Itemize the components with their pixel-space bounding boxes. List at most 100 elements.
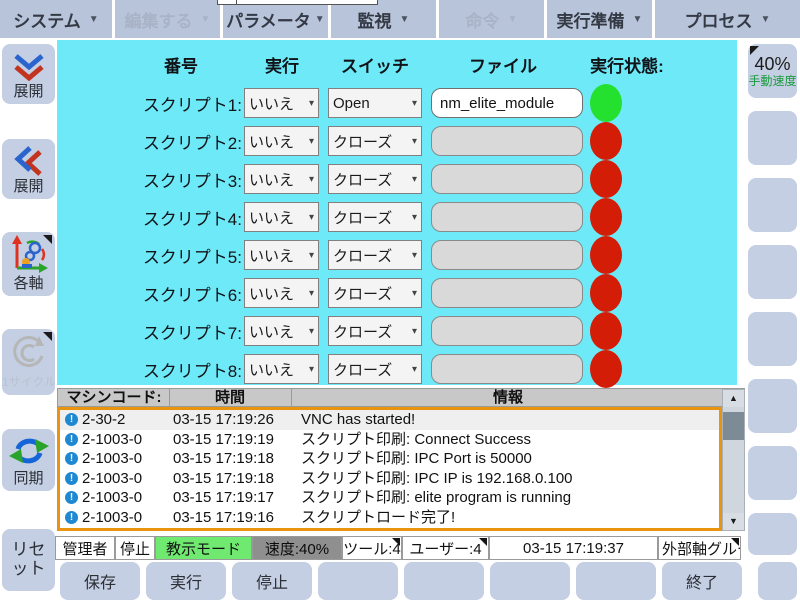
switch-select-8[interactable]: クローズ ▾ bbox=[328, 354, 422, 384]
menu-monitor[interactable]: 監視 ▼ bbox=[331, 0, 436, 38]
log-scrollbar[interactable]: ▲ ▼ bbox=[722, 389, 745, 531]
chevron-down-icon: ▾ bbox=[411, 325, 417, 337]
info-icon: ! bbox=[65, 452, 78, 465]
menu-system[interactable]: システム ▼ bbox=[0, 0, 112, 38]
file-field-8[interactable] bbox=[431, 354, 583, 384]
run-status-indicator-2 bbox=[590, 122, 622, 160]
file-field-1[interactable]: nm_elite_module bbox=[431, 88, 583, 118]
file-field-4[interactable] bbox=[431, 202, 583, 232]
log-row-partial[interactable]: スクリプト読込 bbox=[60, 527, 719, 528]
chevron-down-icon: ▾ bbox=[308, 325, 314, 337]
run-select-7[interactable]: いいえ ▾ bbox=[244, 316, 319, 346]
status-speed: 速度:40% bbox=[252, 536, 342, 560]
chevron-down-icon: ▼ bbox=[88, 13, 99, 25]
bottom-slot-button bbox=[404, 562, 484, 600]
column-header-number: 番号 bbox=[164, 57, 198, 76]
script-row-7: スクリプト7: いいえ ▾ クローズ ▾ bbox=[57, 312, 737, 350]
sidebar-reset-button[interactable]: リセ ット bbox=[2, 529, 55, 591]
log-row[interactable]: ! 2-30-2 03-15 17:19:26 VNC has started! bbox=[60, 410, 719, 430]
log-row[interactable]: ! 2-1003-0 03-15 17:19:18 スクリプト印刷: IPC I… bbox=[60, 469, 719, 489]
run-status-indicator-8 bbox=[590, 350, 622, 388]
stop-button[interactable]: 停止 bbox=[232, 562, 312, 600]
status-ext-axis-group[interactable]: 外部軸グループ bbox=[658, 536, 741, 560]
menu-run-prepare[interactable]: 実行準備 ▼ bbox=[547, 0, 652, 38]
file-field-3[interactable] bbox=[431, 164, 583, 194]
run-select-1[interactable]: いいえ ▾ bbox=[244, 88, 319, 118]
file-field-6[interactable] bbox=[431, 278, 583, 308]
run-select-2[interactable]: いいえ ▾ bbox=[244, 126, 319, 156]
status-user[interactable]: ユーザー:4 bbox=[402, 536, 489, 560]
status-tool[interactable]: ツール:4 bbox=[342, 536, 402, 560]
sidebar-sync-button[interactable]: 同期 bbox=[2, 429, 55, 491]
run-status-indicator-4 bbox=[590, 198, 622, 236]
file-field-7[interactable] bbox=[431, 316, 583, 346]
run-status-indicator-1 bbox=[590, 84, 622, 122]
script-row-2: スクリプト2: いいえ ▾ クローズ ▾ bbox=[57, 122, 737, 160]
chevron-down-icon: ▾ bbox=[411, 287, 417, 299]
log-row[interactable]: ! 2-1003-0 03-15 17:19:18 スクリプト印刷: IPC P… bbox=[60, 449, 719, 469]
run-select-5[interactable]: いいえ ▾ bbox=[244, 240, 319, 270]
menu-parameters[interactable]: パラメータ ▼ bbox=[223, 0, 328, 38]
run-select-8[interactable]: いいえ ▾ bbox=[244, 354, 319, 384]
script-label: スクリプト8: bbox=[142, 362, 242, 381]
exit-button[interactable]: 終了 bbox=[662, 562, 742, 600]
script-label: スクリプト3: bbox=[142, 172, 242, 191]
script-config-panel: 番号 実行 スイッチ ファイル 実行状態: スクリプト1: いいえ ▾ Open ▾… bbox=[57, 40, 737, 388]
column-header-switch: スイッチ bbox=[341, 57, 409, 76]
file-field-2[interactable] bbox=[431, 126, 583, 156]
sidebar-one-cycle-button: 1サイクル bbox=[2, 329, 55, 395]
menu-process[interactable]: プロセス ▼ bbox=[655, 0, 800, 38]
chevron-down-icon: ▾ bbox=[411, 173, 417, 185]
script-label: スクリプト4: bbox=[142, 210, 242, 229]
menu-command: 命令 ▼ bbox=[439, 0, 544, 38]
chevron-down-icon: ▾ bbox=[308, 363, 314, 375]
chevron-down-icon: ▾ bbox=[411, 211, 417, 223]
switch-select-2[interactable]: クローズ ▾ bbox=[328, 126, 422, 156]
corner-marker-icon bbox=[750, 46, 759, 55]
corner-marker-icon bbox=[43, 235, 52, 244]
log-list: ! 2-30-2 03-15 17:19:26 VNC has started!… bbox=[57, 407, 722, 531]
run-status-indicator-3 bbox=[590, 160, 622, 198]
run-status-indicator-6 bbox=[590, 274, 622, 312]
sidebar-expand-down-button[interactable]: 展開 bbox=[2, 44, 55, 104]
file-field-5[interactable] bbox=[431, 240, 583, 270]
run-button[interactable]: 実行 bbox=[146, 562, 226, 600]
sidebar-expand-left-button[interactable]: 展開 bbox=[2, 139, 55, 199]
switch-select-5[interactable]: クローズ ▾ bbox=[328, 240, 422, 270]
corner-marker-icon bbox=[479, 538, 487, 546]
save-button[interactable]: 保存 bbox=[60, 562, 140, 600]
scroll-down-icon[interactable]: ▼ bbox=[723, 513, 744, 530]
script-label: スクリプト1: bbox=[142, 96, 242, 115]
scroll-up-icon[interactable]: ▲ bbox=[723, 390, 744, 407]
script-label: スクリプト7: bbox=[142, 324, 242, 343]
sidebar-each-axis-button[interactable]: 各軸 bbox=[2, 232, 55, 296]
right-slot-button bbox=[748, 178, 797, 232]
cycle-icon bbox=[10, 330, 48, 373]
right-slot-button bbox=[748, 446, 797, 500]
switch-select-3[interactable]: クローズ ▾ bbox=[328, 164, 422, 194]
switch-select-1[interactable]: Open ▾ bbox=[328, 88, 422, 118]
log-row[interactable]: ! 2-1003-0 03-15 17:19:17 スクリプト印刷: elite… bbox=[60, 488, 719, 508]
info-icon: ! bbox=[65, 491, 78, 504]
run-select-6[interactable]: いいえ ▾ bbox=[244, 278, 319, 308]
bottom-slot-button bbox=[490, 562, 570, 600]
script-row-8: スクリプト8: いいえ ▾ クローズ ▾ bbox=[57, 350, 737, 388]
switch-select-7[interactable]: クローズ ▾ bbox=[328, 316, 422, 346]
run-select-4[interactable]: いいえ ▾ bbox=[244, 202, 319, 232]
scrollbar-thumb[interactable] bbox=[723, 412, 744, 440]
chevrons-left-icon bbox=[13, 142, 45, 177]
log-row[interactable]: ! 2-1003-0 03-15 17:19:16 スクリプトロード完了! bbox=[60, 508, 719, 528]
chevron-down-icon: ▼ bbox=[507, 13, 518, 25]
run-select-3[interactable]: いいえ ▾ bbox=[244, 164, 319, 194]
script-row-3: スクリプト3: いいえ ▾ クローズ ▾ bbox=[57, 160, 737, 198]
manual-speed-button[interactable]: 40% 手動速度 bbox=[748, 44, 797, 98]
dropdown-remnant bbox=[217, 0, 378, 5]
log-row[interactable]: ! 2-1003-0 03-15 17:19:19 スクリプト印刷: Conne… bbox=[60, 430, 719, 450]
chevron-down-icon: ▾ bbox=[411, 363, 417, 375]
info-icon: ! bbox=[65, 471, 78, 485]
sync-icon bbox=[8, 430, 49, 469]
chevron-down-icon: ▼ bbox=[399, 13, 410, 25]
log-header-time: 時間 bbox=[214, 389, 246, 406]
switch-select-4[interactable]: クローズ ▾ bbox=[328, 202, 422, 232]
switch-select-6[interactable]: クローズ ▾ bbox=[328, 278, 422, 308]
